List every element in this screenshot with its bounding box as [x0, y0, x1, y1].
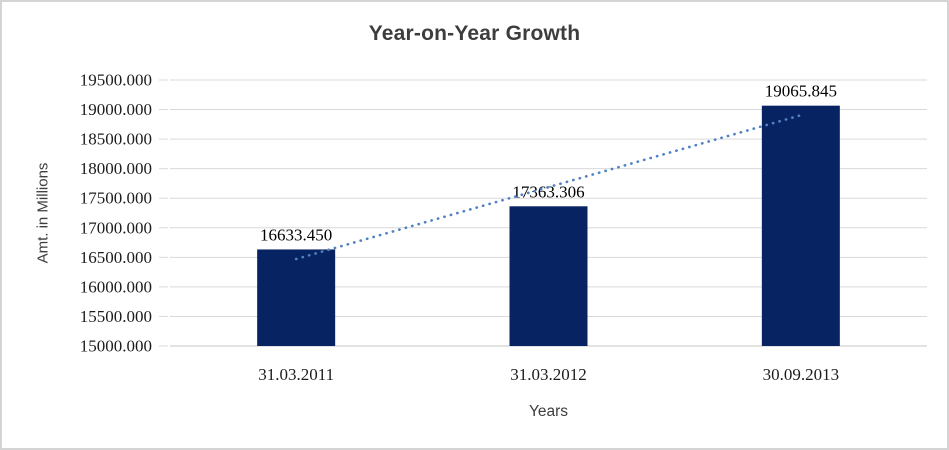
y-tick-label: 18500.000: [80, 130, 152, 149]
bar-data-label: 17363.306: [512, 182, 584, 201]
x-axis-label: 31.03.2012: [510, 365, 587, 384]
y-tick-label: 15500.000: [80, 307, 152, 326]
trendline-dotted: [294, 113, 803, 261]
bar: [257, 249, 336, 346]
x-axis-label: 31.03.2011: [258, 365, 334, 384]
x-axis-title: Years: [528, 403, 569, 420]
bar-data-label: 19065.845: [765, 82, 837, 101]
y-tick-label: 15000.000: [80, 337, 152, 356]
y-tick-label: 19500.000: [80, 71, 152, 90]
chart-title: Year-on-Year Growth: [368, 22, 581, 45]
bar: [509, 206, 588, 346]
bar-data-label: 16633.450: [260, 225, 332, 244]
y-tick-label: 17000.000: [80, 218, 152, 237]
y-tick-label: 17500.000: [80, 189, 152, 208]
bar: [761, 105, 840, 346]
y-tick-label: 16000.000: [80, 277, 152, 296]
x-axis-label: 30.09.2013: [763, 365, 840, 384]
y-tick-label: 16500.000: [80, 248, 152, 267]
y-tick-label: 18000.000: [80, 159, 152, 178]
y-tick-label: 19000.000: [80, 100, 152, 119]
